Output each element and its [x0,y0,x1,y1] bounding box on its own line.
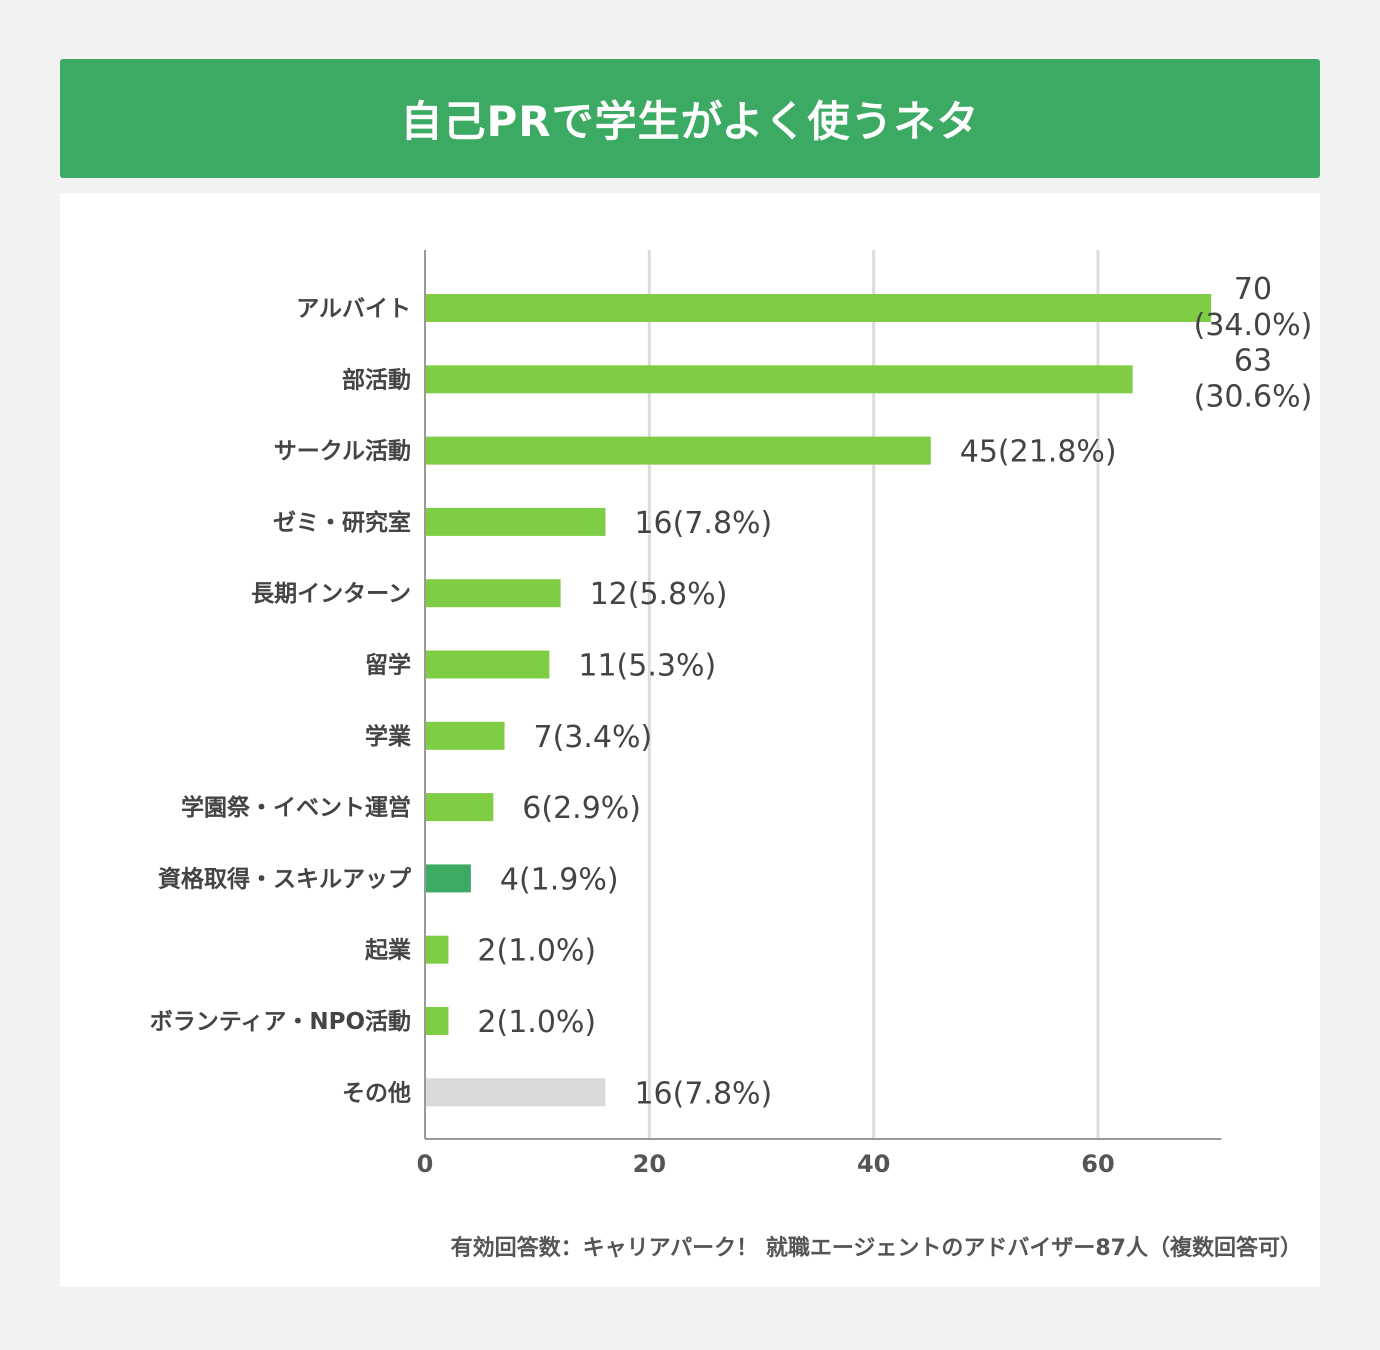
category-label: 起業 [365,937,412,964]
chart-title: 自己PRで学生がよく使うネタ [400,97,980,146]
category-label: アルバイト [296,296,411,322]
category-label: 留学 [365,652,411,679]
value-label: 7(3.4%) [534,720,653,755]
bar [426,507,606,536]
footnote: 有効回答数：キャリアパーク！ 就職エージェントのアドバイザー87人（複数回答可） [450,1236,1302,1261]
x-tick-label: 40 [857,1150,890,1178]
bar [426,650,550,679]
bar [426,935,449,964]
bar [426,793,494,822]
bar [426,579,561,608]
x-tick-label: 60 [1081,1150,1114,1178]
value-label: 63 [1234,343,1272,378]
chart-title-banner: 自己PRで学生がよく使うネタ [60,59,1320,178]
category-label: 部活動 [342,366,411,393]
value-label: 2(1.0%) [477,934,596,969]
percent-label: (34.0%) [1194,308,1313,343]
bar [426,436,931,465]
category-label: サークル活動 [274,439,411,465]
value-label: 4(1.9%) [500,862,619,897]
category-label: ゼミ・研究室 [273,509,411,536]
x-tick-label: 20 [633,1150,666,1178]
value-label: 12(5.8%) [590,577,728,612]
bar [426,1007,449,1035]
value-label: 16(7.8%) [634,1076,772,1111]
value-label: 6(2.9%) [522,791,641,826]
value-label: 11(5.3%) [578,649,716,684]
category-label: その他 [342,1080,411,1106]
percent-label: (30.6%) [1194,379,1313,414]
value-label: 45(21.8%) [960,435,1117,470]
bar [426,294,1212,322]
value-label: 70 [1234,272,1272,307]
category-label: 学業 [365,723,412,750]
bar [426,1078,606,1107]
category-label: 資格取得・スキルアップ [158,865,412,892]
x-tick-label: 0 [417,1150,434,1178]
category-label: 長期インターン [251,581,411,607]
category-label: 学園祭・イベント運営 [181,794,411,821]
bar [426,864,471,893]
value-label: 16(7.8%) [634,506,772,541]
category-label: ボランティア・NPO活動 [150,1009,411,1035]
value-label: 2(1.0%) [477,1005,596,1040]
bar [426,721,505,750]
bar [426,365,1133,394]
